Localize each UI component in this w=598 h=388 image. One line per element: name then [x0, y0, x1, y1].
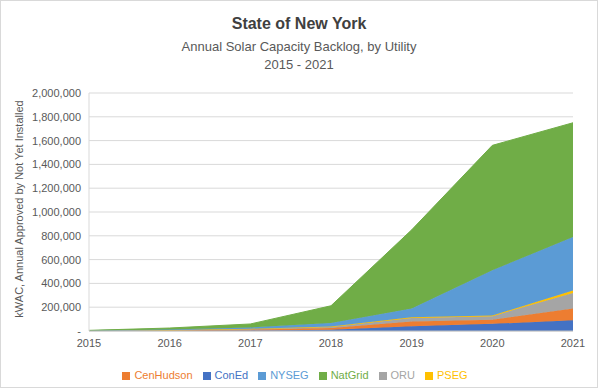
svg-text:1,800,000: 1,800,000 [32, 111, 81, 123]
svg-text:200,000: 200,000 [41, 301, 81, 313]
svg-text:600,000: 600,000 [41, 254, 81, 266]
svg-text:1,600,000: 1,600,000 [32, 135, 81, 147]
svg-text:2018: 2018 [319, 337, 343, 349]
html-text:CenHudson: CenHudson [134, 369, 193, 381]
svg-text:2016: 2016 [157, 337, 181, 349]
html-text:ConEd: ConEd [214, 369, 249, 381]
html-text:Annual Solar Capacity Backlog,: Annual Solar Capacity Backlog, by Utilit… [181, 39, 417, 54]
svg-text:1,000,000: 1,000,000 [32, 206, 81, 218]
svg-text:2020: 2020 [480, 337, 504, 349]
html-text:2015 - 2021: 2015 - 2021 [264, 57, 334, 72]
svg-text:2015: 2015 [77, 337, 101, 349]
svg-text:800,000: 800,000 [41, 230, 81, 242]
html-text:ORU: ORU [390, 369, 415, 381]
svg-text:2017: 2017 [238, 337, 262, 349]
svg-text:2,000,000: 2,000,000 [32, 87, 81, 99]
svg-text:400,000: 400,000 [41, 277, 81, 289]
svg-text:1,200,000: 1,200,000 [32, 182, 81, 194]
html-text:State of New York: State of New York [231, 15, 367, 32]
svg-text:-: - [77, 325, 81, 337]
html-text:NatGrid: NatGrid [330, 369, 369, 381]
svg-text:1,400,000: 1,400,000 [32, 158, 81, 170]
svg-text:2021: 2021 [561, 337, 585, 349]
html-text:NYSEG: NYSEG [270, 369, 309, 381]
svg-text:2019: 2019 [399, 337, 423, 349]
html-text:PSEG: PSEG [437, 369, 468, 381]
html-text:kWAC, Annual Approved by Not Y: kWAC, Annual Approved by Not Yet Install… [13, 100, 25, 318]
